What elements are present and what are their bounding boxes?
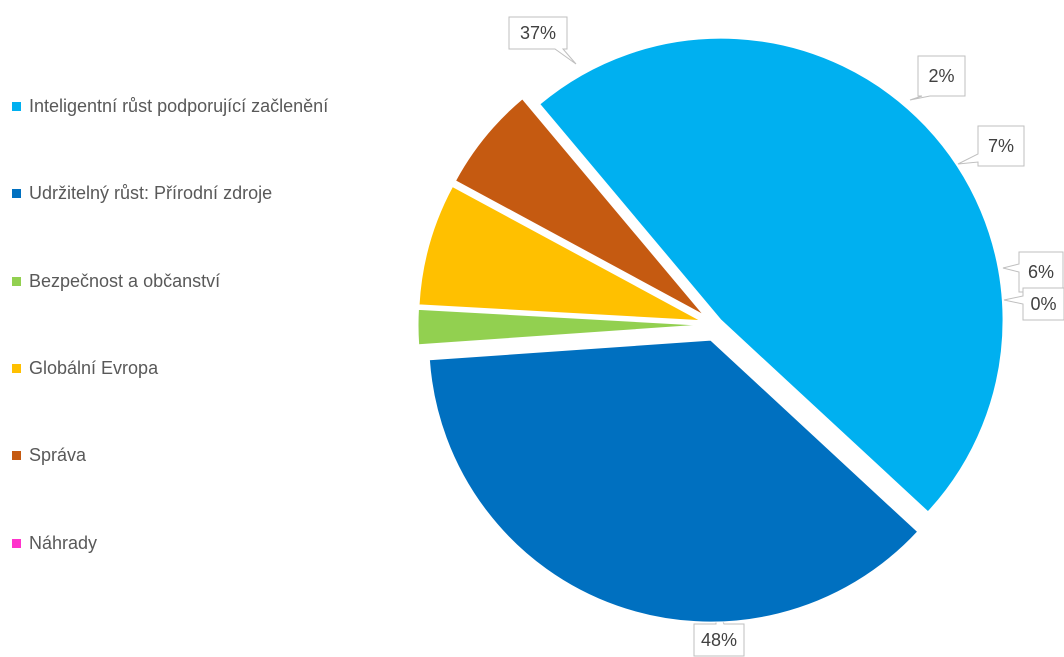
legend-label: Inteligentní růst podporující začlenění	[29, 96, 329, 116]
legend-label: Udržitelný růst: Přírodní zdroje	[29, 183, 273, 203]
legend-item-globalni-evropa: Globální Evropa	[12, 356, 158, 380]
legend-item-inteligentni-rust: Inteligentní růst podporující začlenění	[12, 94, 328, 118]
data-label-callout	[1002, 251, 1064, 293]
pie-slice	[539, 37, 1004, 513]
legend-swatch	[12, 450, 21, 460]
pie-slice	[428, 339, 919, 623]
legend-label: Globální Evropa	[29, 358, 159, 378]
legend-item-bezpecnost: Bezpečnost a občanství	[12, 269, 220, 293]
data-label: 2%	[928, 66, 954, 86]
data-label: 48%	[701, 630, 737, 650]
pie-slice	[454, 98, 704, 316]
legend-item-udrzitelny-rust: Udržitelný růst: Přírodní zdroje	[12, 181, 272, 205]
data-label-callout	[1003, 287, 1064, 321]
data-label-callout	[508, 16, 577, 65]
legend-label: Bezpečnost a občanství	[29, 271, 221, 291]
legend-item-sprava: Správa	[12, 443, 86, 467]
data-label-callout	[957, 125, 1025, 167]
legend-swatch	[12, 538, 21, 548]
pie-slice	[417, 308, 701, 346]
data-label: 7%	[988, 136, 1014, 156]
legend-swatch	[12, 101, 21, 111]
data-label: 0%	[1030, 294, 1056, 314]
data-label: 6%	[1028, 262, 1054, 282]
legend-item-nahrady: Náhrady	[12, 531, 97, 555]
data-label: 37%	[520, 23, 556, 43]
legend-swatch	[12, 363, 21, 373]
legend-swatch	[12, 276, 21, 286]
data-label-callout	[909, 55, 966, 101]
pie-slice	[418, 185, 701, 322]
legend-swatch	[12, 188, 21, 198]
legend-label: Náhrady	[29, 533, 98, 553]
legend-label: Správa	[29, 445, 87, 465]
